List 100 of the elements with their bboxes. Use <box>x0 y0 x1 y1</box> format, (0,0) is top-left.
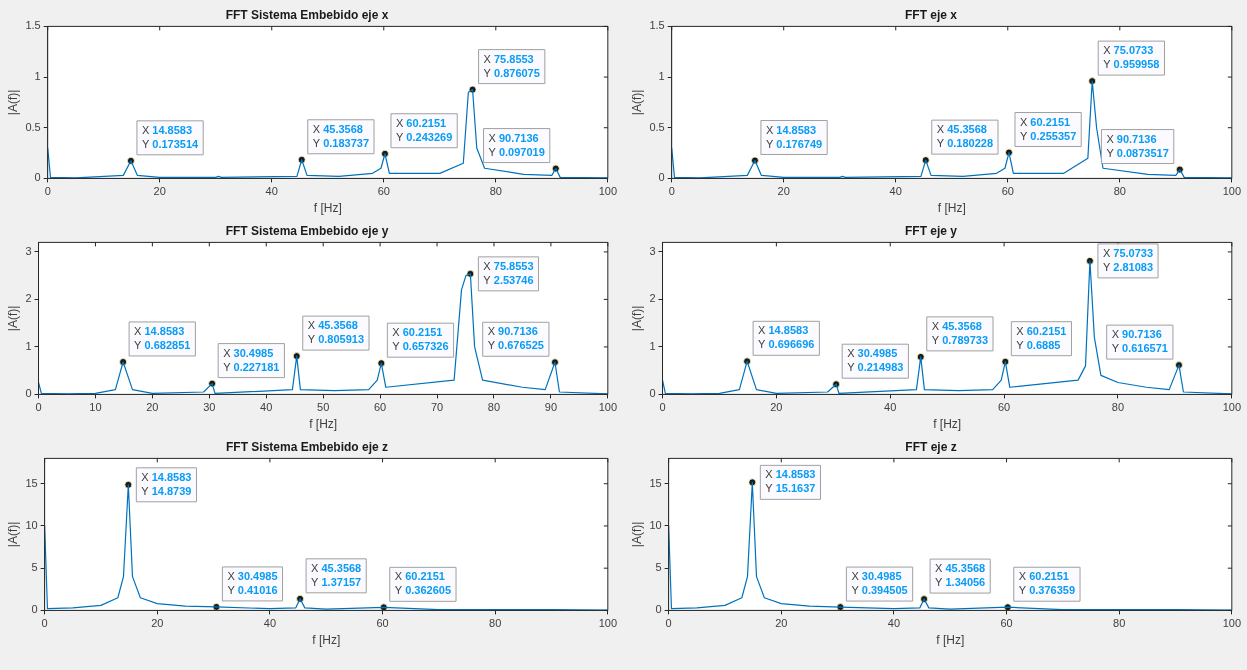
y-tick-label: 3 <box>25 244 32 257</box>
y-tick-label: 10 <box>649 518 662 531</box>
x-axis-title: f [Hz] <box>312 633 341 648</box>
chart-title: FFT Sistema Embebido eje x <box>225 7 389 22</box>
x-tick-label: 100 <box>598 617 617 630</box>
x-tick-label: 40 <box>263 617 277 630</box>
y-axis-title: |A(f)| <box>5 305 20 332</box>
y-axis-title: |A(f)| <box>629 89 644 116</box>
annotation: X 60.2151 Y 0.243269 <box>395 116 453 143</box>
x-tick-label: 40 <box>887 617 901 630</box>
x-tick-label: 70 <box>430 401 444 414</box>
annotation: X 30.4985 Y 0.394505 <box>851 570 908 597</box>
x-tick-label: 60 <box>1001 185 1014 198</box>
y-axis-title: |A(f)| <box>5 89 20 116</box>
y-tick-label: 0 <box>655 603 662 616</box>
x-tick-label: 20 <box>151 617 164 630</box>
y-axis-title: |A(f)| <box>629 305 644 332</box>
x-axis-title: f [Hz] <box>933 417 962 432</box>
x-tick-label: 80 <box>489 617 502 630</box>
y-tick-label: 15 <box>649 476 662 489</box>
chart-title: FFT eje y <box>904 223 958 238</box>
annotation: X 45.3568 Y 0.180228 <box>936 123 994 150</box>
y-tick-label: 5 <box>31 561 38 574</box>
y-tick-label: 1 <box>34 70 41 83</box>
annotation: X 45.3568 Y 1.34056 <box>935 562 986 589</box>
x-tick-label: 100 <box>1222 185 1241 198</box>
annotation: X 60.2151 Y 0.6885 <box>1016 324 1067 351</box>
x-tick-label: 90 <box>544 401 558 414</box>
annotation: X 45.3568 Y 1.37157 <box>311 561 362 588</box>
x-tick-label: 40 <box>884 401 897 414</box>
annotation: X 75.0733 Y 2.81083 <box>1102 246 1154 273</box>
y-tick-label: 0.5 <box>649 120 665 133</box>
x-axis-title: f [Hz] <box>936 633 965 648</box>
y-tick-label: 1 <box>25 339 32 352</box>
annotation: X 14.8583 Y 0.696696 <box>758 324 815 351</box>
y-tick-label: 1.5 <box>649 19 665 32</box>
x-tick-label: 30 <box>203 401 216 414</box>
x-tick-label: 10 <box>89 401 102 414</box>
annotation: X 60.2151 Y 0.362605 <box>394 570 452 597</box>
x-tick-label: 0 <box>44 185 51 198</box>
y-tick-label: 0 <box>31 603 38 616</box>
y-tick-label: 1 <box>649 339 656 352</box>
x-tick-label: 60 <box>373 401 387 414</box>
annotation: X 60.2151 Y 0.657326 <box>392 326 449 353</box>
y-tick-label: 2 <box>649 292 656 305</box>
y-axis-title: |A(f)| <box>629 521 644 548</box>
annotation: X 14.8583 Y 0.682851 <box>134 325 191 351</box>
y-tick-label: 5 <box>655 561 662 574</box>
annotation: X 30.4985 Y 0.41016 <box>227 569 278 596</box>
y-tick-label: 0 <box>658 171 665 184</box>
annotation: X 14.8583 Y 0.176749 <box>765 123 823 150</box>
annotation: X 90.7136 Y 0.676525 <box>487 325 544 352</box>
x-tick-label: 20 <box>770 401 783 414</box>
annotation: X 75.8553 Y 2.53746 <box>483 259 534 286</box>
x-tick-label: 100 <box>1222 617 1241 630</box>
x-tick-label: 60 <box>1000 617 1013 630</box>
x-tick-label: 0 <box>668 185 675 198</box>
x-tick-label: 40 <box>265 185 278 198</box>
x-tick-label: 80 <box>1111 401 1125 414</box>
chart-title: FFT Sistema Embebido eje y <box>225 223 389 238</box>
x-tick-label: 80 <box>1113 617 1126 630</box>
annotation: X 45.3568 Y 0.789733 <box>931 319 989 346</box>
x-tick-label: 40 <box>260 401 273 414</box>
x-tick-label: 60 <box>997 401 1011 414</box>
x-tick-label: 80 <box>1113 185 1126 198</box>
x-tick-label: 40 <box>889 185 902 198</box>
x-tick-label: 50 <box>317 401 330 414</box>
y-tick-label: 0 <box>649 387 656 400</box>
y-tick-label: 1.5 <box>25 19 41 32</box>
annotation: X 14.8583 Y 0.173514 <box>141 123 200 150</box>
y-tick-label: 3 <box>649 244 656 257</box>
y-axis-title: |A(f)| <box>5 521 20 548</box>
chart-title: FFT eje x <box>904 7 958 22</box>
annotation: X 60.2151 Y 0.376359 <box>1018 570 1076 597</box>
x-tick-label: 60 <box>376 617 389 630</box>
annotation: X 60.2151 Y 0.255357 <box>1019 115 1077 142</box>
annotation: X 14.8583 Y 14.8739 <box>141 470 192 497</box>
annotation: X 30.4985 Y 0.214983 <box>847 347 904 374</box>
annotation: X 14.8583 Y 15.1637 <box>765 468 816 495</box>
x-axis-title: f [Hz] <box>313 201 342 216</box>
y-tick-label: 0 <box>34 171 41 184</box>
x-tick-label: 60 <box>377 185 390 198</box>
y-tick-label: 0.5 <box>25 120 41 133</box>
annotation: X 75.0733 Y 0.959958 <box>1103 44 1160 71</box>
x-tick-label: 80 <box>487 401 501 414</box>
chart-title: FFT eje z <box>905 439 957 454</box>
x-tick-label: 100 <box>598 185 617 198</box>
annotation: X 75.8553 Y 0.876075 <box>483 52 540 79</box>
x-tick-label: 20 <box>777 185 790 198</box>
x-tick-label: 20 <box>146 401 159 414</box>
x-tick-label: 20 <box>153 185 166 198</box>
chart-title: FFT Sistema Embebido eje z <box>225 439 389 454</box>
annotation: X 30.4985 Y 0.227181 <box>223 346 280 373</box>
annotation: X 45.3568 Y 0.805913 <box>307 319 365 346</box>
annotation: X 90.7136 Y 0.097019 <box>488 131 545 158</box>
x-axis-title: f [Hz] <box>937 201 966 216</box>
annotation: X 90.7136 Y 0.616571 <box>1111 328 1168 355</box>
annotation: X 45.3568 Y 0.183737 <box>312 122 370 149</box>
y-tick-label: 15 <box>25 476 38 489</box>
x-axis-title: f [Hz] <box>309 417 338 432</box>
